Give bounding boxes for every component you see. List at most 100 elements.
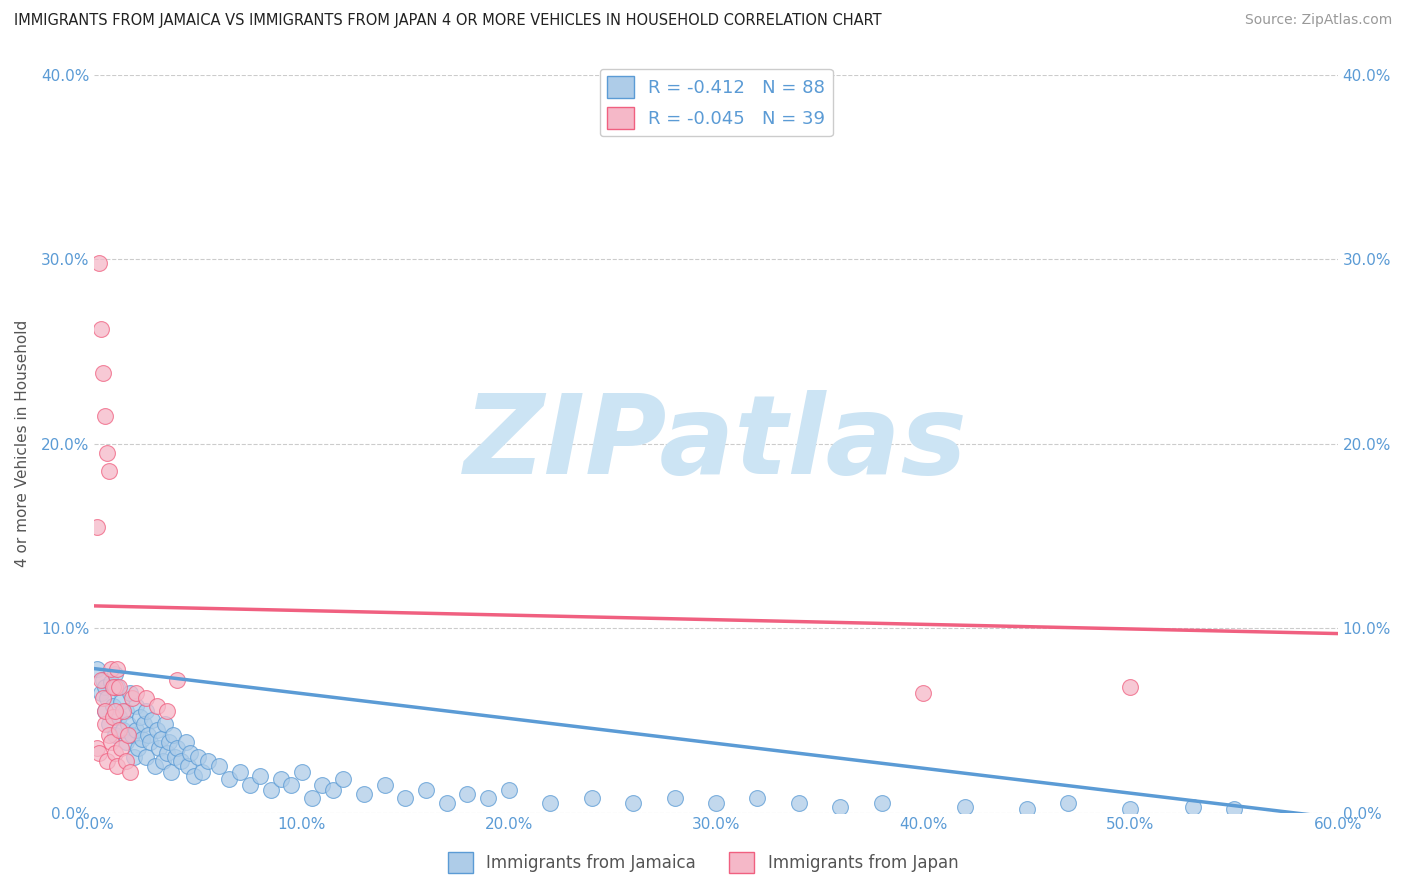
- Point: [249, 769, 271, 783]
- Point: [96, 754, 118, 768]
- Point: [100, 735, 122, 749]
- Point: [456, 787, 478, 801]
- Point: [156, 704, 179, 718]
- Point: [270, 772, 292, 787]
- Point: [218, 772, 240, 787]
- Point: [291, 764, 314, 779]
- Point: [104, 747, 127, 761]
- Point: [104, 728, 127, 742]
- Point: [145, 698, 167, 713]
- Point: [129, 709, 152, 723]
- Point: [90, 673, 112, 687]
- Point: [104, 680, 127, 694]
- Point: [104, 704, 127, 718]
- Point: [166, 741, 188, 756]
- Point: [538, 797, 561, 811]
- Point: [301, 790, 323, 805]
- Point: [114, 735, 136, 749]
- Point: [118, 685, 141, 699]
- Point: [131, 731, 153, 746]
- Point: [112, 723, 135, 737]
- Point: [118, 764, 141, 779]
- Point: [98, 728, 121, 742]
- Point: [105, 680, 128, 694]
- Point: [117, 728, 139, 742]
- Y-axis label: 4 or more Vehicles in Household: 4 or more Vehicles in Household: [15, 320, 30, 567]
- Point: [108, 709, 131, 723]
- Point: [110, 741, 132, 756]
- Point: [953, 800, 976, 814]
- Text: Source: ZipAtlas.com: Source: ZipAtlas.com: [1244, 13, 1392, 28]
- Point: [98, 464, 121, 478]
- Point: [101, 680, 124, 694]
- Point: [704, 797, 727, 811]
- Point: [101, 709, 124, 723]
- Point: [86, 662, 108, 676]
- Point: [87, 747, 110, 761]
- Point: [108, 723, 131, 737]
- Point: [100, 662, 122, 676]
- Point: [187, 750, 209, 764]
- Point: [621, 797, 644, 811]
- Point: [105, 662, 128, 676]
- Point: [353, 787, 375, 801]
- Point: [415, 783, 437, 797]
- Point: [830, 800, 852, 814]
- Point: [94, 680, 117, 694]
- Point: [121, 728, 143, 742]
- Point: [170, 754, 193, 768]
- Point: [117, 717, 139, 731]
- Point: [108, 680, 131, 694]
- Point: [94, 409, 117, 423]
- Point: [166, 673, 188, 687]
- Point: [134, 717, 156, 731]
- Point: [912, 685, 935, 699]
- Point: [94, 717, 117, 731]
- Point: [90, 685, 112, 699]
- Point: [125, 698, 148, 713]
- Point: [110, 695, 132, 709]
- Point: [152, 754, 174, 768]
- Point: [581, 790, 603, 805]
- Point: [174, 735, 197, 749]
- Point: [787, 797, 810, 811]
- Point: [179, 747, 201, 761]
- Point: [239, 778, 262, 792]
- Point: [374, 778, 396, 792]
- Point: [322, 783, 344, 797]
- Point: [664, 790, 686, 805]
- Point: [91, 673, 114, 687]
- Point: [1181, 800, 1204, 814]
- Point: [98, 717, 121, 731]
- Point: [436, 797, 458, 811]
- Point: [148, 741, 170, 756]
- Point: [280, 778, 302, 792]
- Point: [112, 704, 135, 718]
- Point: [122, 750, 145, 764]
- Point: [135, 691, 157, 706]
- Point: [90, 322, 112, 336]
- Point: [1015, 802, 1038, 816]
- Point: [139, 735, 162, 749]
- Point: [138, 728, 160, 742]
- Point: [86, 519, 108, 533]
- Point: [183, 769, 205, 783]
- Point: [1057, 797, 1080, 811]
- Point: [1119, 680, 1142, 694]
- Legend: R = -0.412   N = 88, R = -0.045   N = 39: R = -0.412 N = 88, R = -0.045 N = 39: [599, 69, 832, 136]
- Point: [91, 367, 114, 381]
- Point: [332, 772, 354, 787]
- Point: [747, 790, 769, 805]
- Point: [101, 698, 124, 713]
- Point: [114, 704, 136, 718]
- Point: [157, 735, 180, 749]
- Text: ZIPatlas: ZIPatlas: [464, 390, 967, 497]
- Point: [197, 754, 219, 768]
- Point: [100, 674, 122, 689]
- Point: [498, 783, 520, 797]
- Point: [105, 759, 128, 773]
- Point: [177, 759, 200, 773]
- Point: [870, 797, 893, 811]
- Point: [149, 731, 172, 746]
- Point: [96, 446, 118, 460]
